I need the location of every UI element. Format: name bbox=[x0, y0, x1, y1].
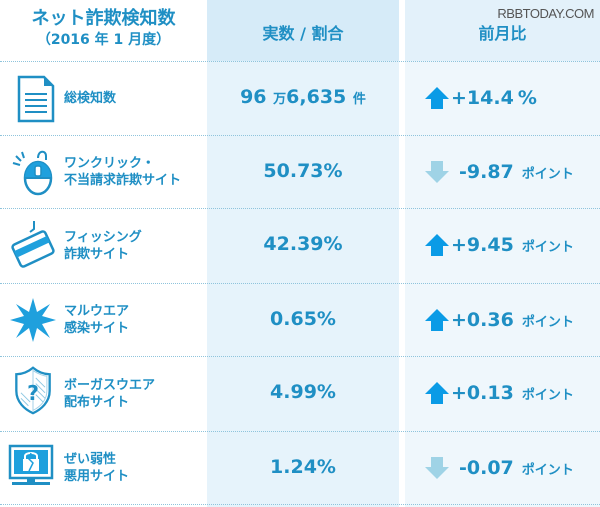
row-label-line1: ボーガスウエア bbox=[64, 378, 156, 393]
row-divider bbox=[0, 283, 600, 284]
change-value: +9.45 bbox=[451, 234, 514, 256]
row-label-line1: フィッシング bbox=[64, 230, 142, 245]
row-label: ワンクリック・ 不当請求詐欺サイト bbox=[64, 155, 204, 189]
document-icon bbox=[16, 74, 56, 124]
row-label: ボーガスウエア 配布サイト bbox=[64, 377, 204, 411]
row-value: 4.99% bbox=[270, 381, 336, 403]
change-unit: % bbox=[517, 87, 537, 109]
row-divider bbox=[0, 135, 600, 136]
row-label-line2: 詐欺サイト bbox=[64, 247, 130, 262]
row-label: ぜい弱性 悪用サイト bbox=[64, 451, 204, 485]
table-title: ネット詐欺検知数 （2016 年 1 月度） bbox=[0, 8, 207, 50]
value-part: 96 bbox=[240, 86, 267, 108]
value-part: 6,635 bbox=[286, 86, 347, 108]
row-label: フィッシング 詐欺サイト bbox=[64, 229, 204, 263]
change-value: +0.13 bbox=[451, 382, 514, 404]
column-header-value: 実数 / 割合 bbox=[262, 24, 344, 43]
watermark: RBBTODAY.COM bbox=[497, 6, 594, 21]
row-label-line1: ワンクリック・ bbox=[64, 156, 155, 171]
malware-burst-icon bbox=[10, 294, 56, 344]
shield-question-icon: ? bbox=[10, 365, 56, 415]
row-change: +9.45 ポイント bbox=[425, 233, 600, 257]
arrow-down-icon bbox=[425, 457, 449, 479]
row-label-line2: 配布サイト bbox=[64, 395, 130, 410]
change-unit: ポイント bbox=[521, 387, 574, 403]
row-change: -9.87 ポイント bbox=[425, 160, 600, 184]
row-divider bbox=[0, 61, 600, 62]
arrow-up-icon bbox=[425, 87, 449, 109]
arrow-up-icon bbox=[425, 382, 449, 404]
table-row-vulnerability: ぜい弱性 悪用サイト 1.24% -0.07 ポイント bbox=[0, 432, 600, 504]
row-divider bbox=[0, 356, 600, 357]
row-label-line1: マルウエア bbox=[64, 304, 130, 319]
row-label-line2: 悪用サイト bbox=[64, 469, 130, 484]
arrow-up-icon bbox=[425, 309, 449, 331]
row-value: 0.65% bbox=[270, 308, 336, 330]
table-row-phishing: フィッシング 詐欺サイト 42.39% +9.45 ポイント bbox=[0, 209, 600, 283]
column-change-header-bg bbox=[405, 0, 600, 61]
row-label-line1: 総検知数 bbox=[64, 91, 117, 106]
row-label: 総検知数 bbox=[64, 90, 204, 107]
row-divider bbox=[0, 504, 600, 505]
row-change: +14.4 % bbox=[425, 86, 600, 110]
column-value-header-bg bbox=[207, 0, 399, 61]
table-row-total: 総検知数 96 万6,635 件 +14.4 % bbox=[0, 62, 600, 135]
row-change: +0.13 ポイント bbox=[425, 381, 600, 405]
row-change: -0.07 ポイント bbox=[425, 456, 600, 480]
row-value: 50.73% bbox=[263, 160, 343, 182]
change-value: +14.4 bbox=[451, 87, 514, 109]
change-value: +0.36 bbox=[451, 309, 514, 331]
arrow-down-icon bbox=[425, 161, 449, 183]
change-value: -0.07 bbox=[459, 457, 514, 479]
value-unit: 万 bbox=[273, 92, 287, 107]
title-main: ネット詐欺検知数 bbox=[31, 8, 176, 29]
row-change: +0.36 ポイント bbox=[425, 308, 600, 332]
table-row-one-click-fraud: ワンクリック・ 不当請求詐欺サイト 50.73% -9.87 ポイント bbox=[0, 136, 600, 208]
row-label: マルウエア 感染サイト bbox=[64, 303, 204, 337]
change-unit: ポイント bbox=[521, 462, 574, 478]
change-unit: ポイント bbox=[521, 239, 574, 255]
value-unit: 件 bbox=[352, 92, 366, 107]
credit-card-hook-icon bbox=[10, 219, 56, 269]
row-value: 96 万6,635 件 bbox=[207, 86, 399, 108]
row-label-line1: ぜい弱性 bbox=[64, 452, 117, 467]
row-value: 42.39% bbox=[263, 233, 343, 255]
row-value: 1.24% bbox=[270, 456, 336, 478]
table-header: ネット詐欺検知数 （2016 年 1 月度） 実数 / 割合 前月比 RBBTO… bbox=[0, 0, 600, 61]
svg-text:?: ? bbox=[27, 381, 39, 405]
change-unit: ポイント bbox=[521, 166, 574, 182]
table-row-bogusware: ? ボーガスウエア 配布サイト 4.99% +0.13 ポイント bbox=[0, 357, 600, 431]
arrow-up-icon bbox=[425, 234, 449, 256]
change-unit: ポイント bbox=[521, 314, 574, 330]
row-label-line2: 不当請求詐欺サイト bbox=[64, 173, 182, 188]
row-divider bbox=[0, 208, 600, 209]
title-period: （2016 年 1 月度） bbox=[36, 32, 171, 48]
table-row-malware: マルウエア 感染サイト 0.65% +0.36 ポイント bbox=[0, 284, 600, 356]
monitor-broken-lock-icon bbox=[6, 442, 56, 492]
row-divider bbox=[0, 431, 600, 432]
column-header-change: 前月比 bbox=[478, 24, 527, 43]
column-value-bg bbox=[207, 0, 399, 507]
change-value: -9.87 bbox=[459, 161, 514, 183]
mouse-icon bbox=[10, 146, 56, 196]
row-label-line2: 感染サイト bbox=[64, 321, 130, 336]
